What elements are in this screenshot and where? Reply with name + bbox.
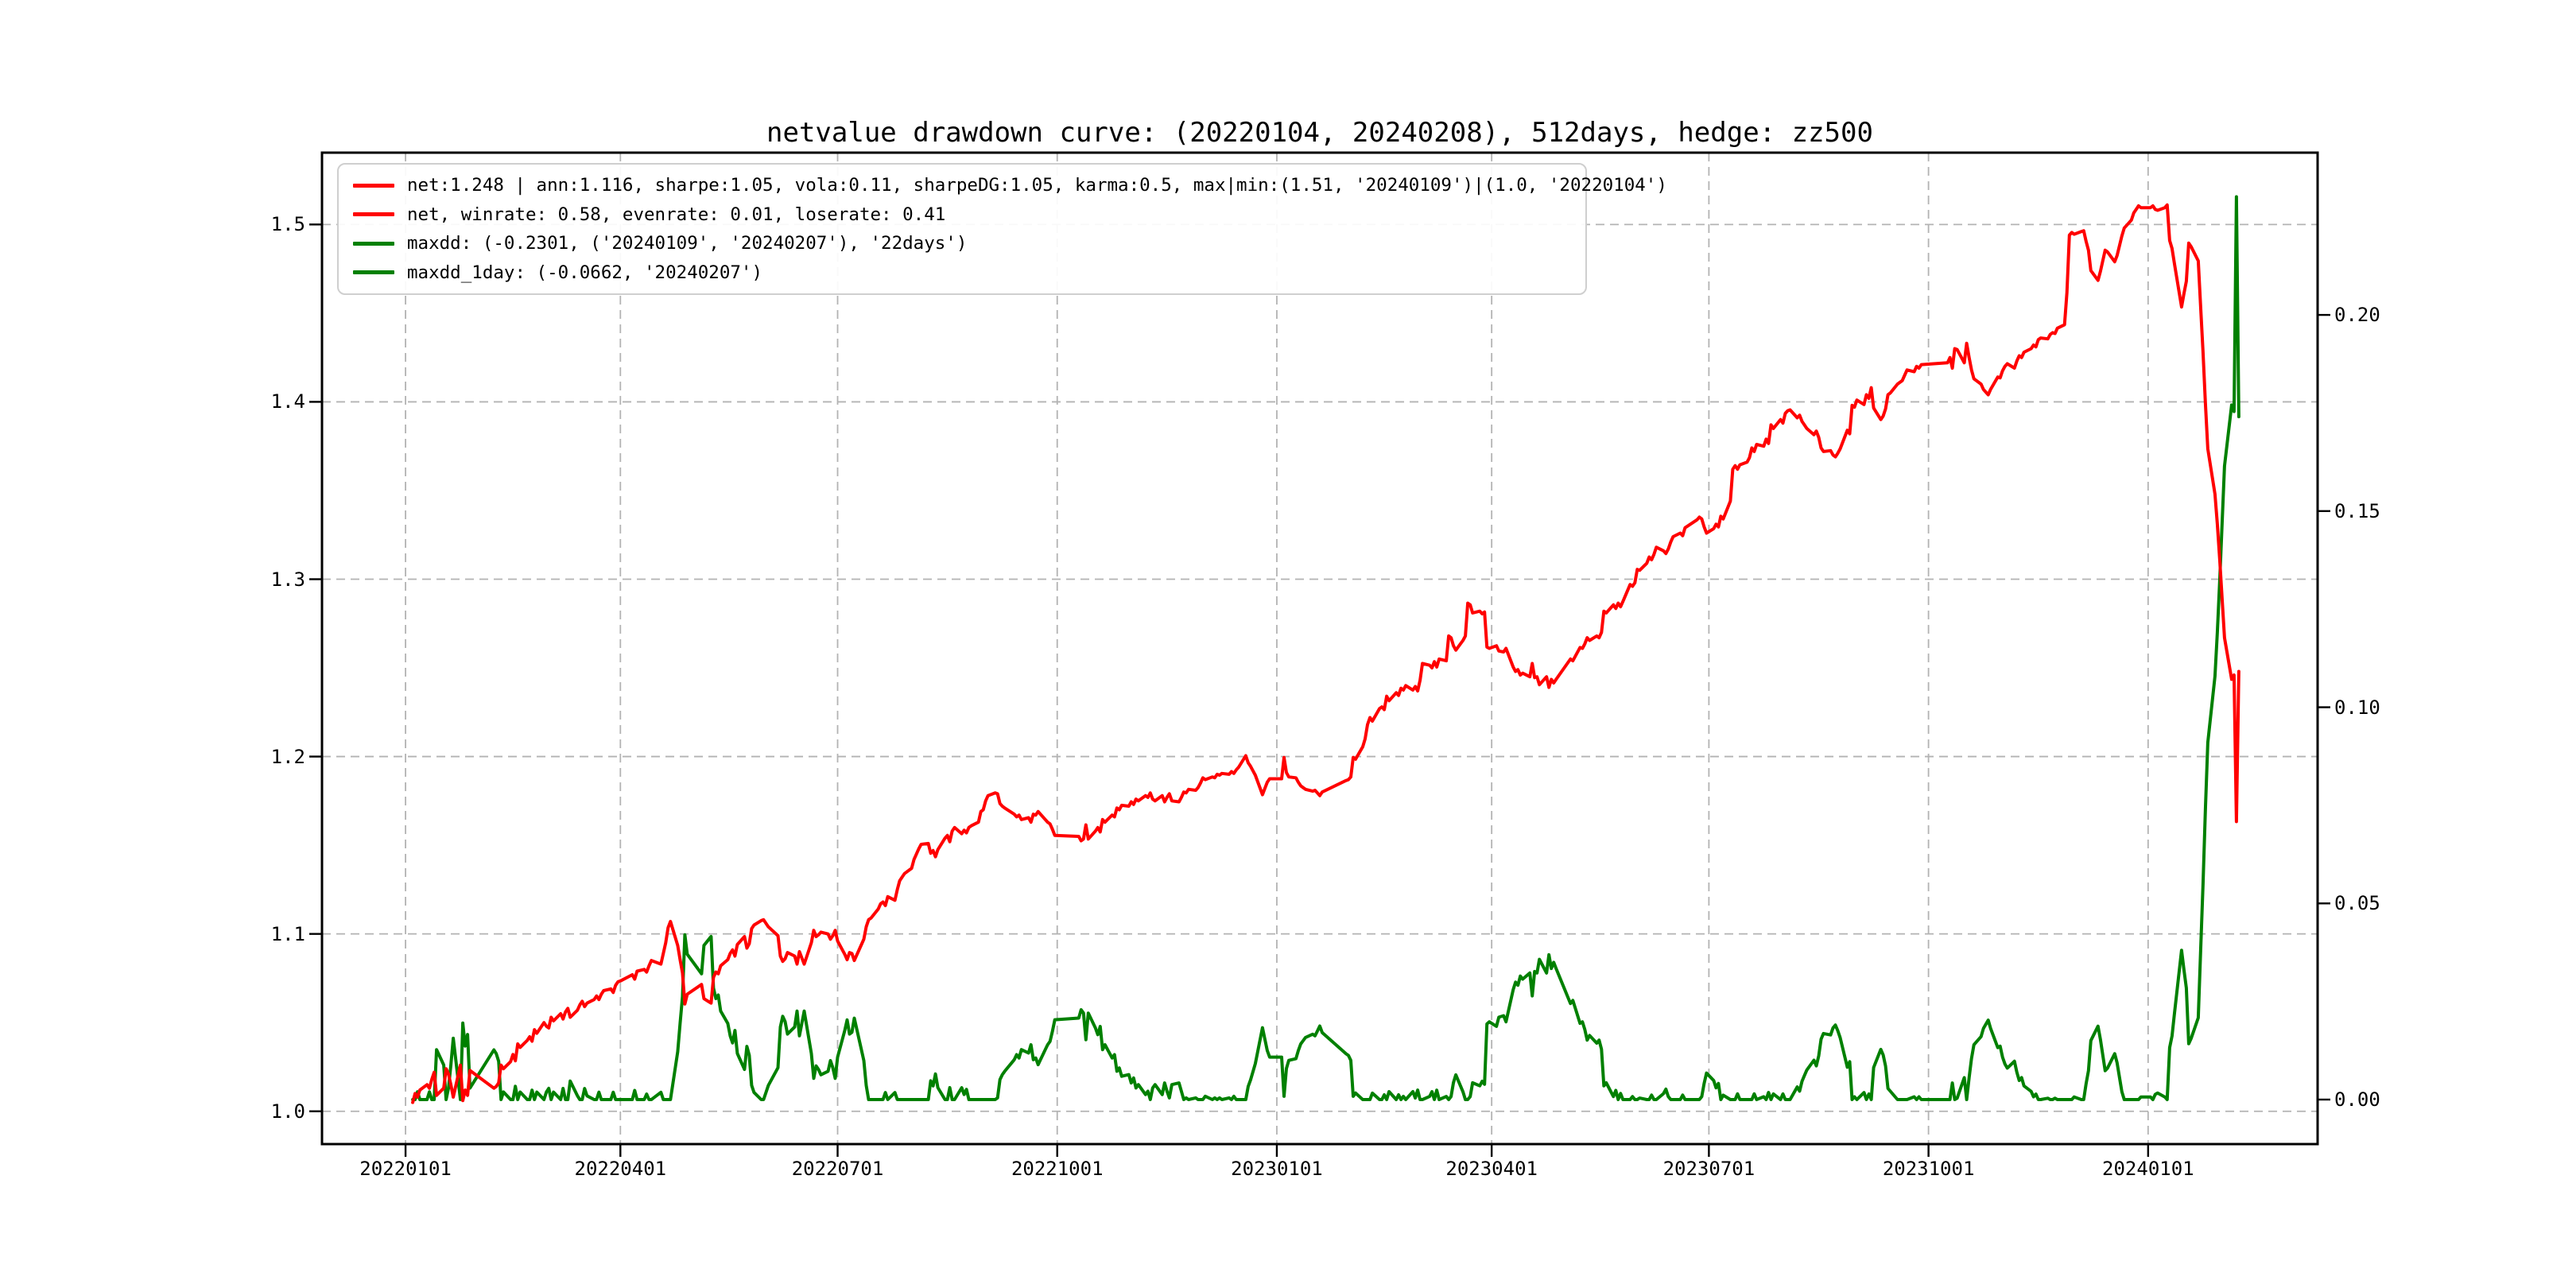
x-axis-tick-label: 20230401	[1445, 1158, 1538, 1180]
y-axis-right-tick-label: 0.15	[2334, 499, 2380, 522]
legend-line-swatch	[353, 241, 394, 246]
x-axis-tick-label: 20230701	[1662, 1158, 1755, 1180]
y-axis-left-tick-label: 1.0	[270, 1100, 305, 1123]
y-axis-right-tick-label: 0.10	[2334, 696, 2380, 719]
legend-box: net:1.248 | ann:1.116, sharpe:1.05, vola…	[337, 163, 1667, 295]
x-axis-tick-label: 20220701	[791, 1158, 884, 1180]
legend-label: maxdd: (-0.2301, ('20240109', '20240207'…	[407, 233, 968, 254]
legend-line-swatch	[353, 183, 394, 188]
y-axis-left-tick-label: 1.4	[270, 390, 305, 413]
drawdown-curve	[411, 195, 2240, 1101]
x-axis-tick-label: 20231001	[1882, 1158, 1975, 1180]
legend-label: net, winrate: 0.58, evenrate: 0.01, lose…	[407, 204, 946, 225]
legend-label: maxdd_1day: (-0.0662, '20240207')	[407, 262, 763, 283]
y-axis-right-tick-label: 0.05	[2334, 892, 2380, 915]
legend-line-swatch	[353, 270, 394, 275]
x-axis-tick-label: 20221001	[1011, 1158, 1104, 1180]
x-axis-tick-label: 20220401	[574, 1158, 667, 1180]
y-axis-left-tick-label: 1.1	[270, 922, 305, 945]
legend-entry: maxdd_1day: (-0.0662, '20240207')	[353, 259, 1577, 286]
legend-entry: maxdd: (-0.2301, ('20240109', '20240207'…	[353, 230, 1577, 257]
y-axis-right-tick-label: 0.00	[2334, 1088, 2380, 1111]
netvalue-curve	[411, 203, 2240, 1104]
legend-line-swatch	[353, 212, 394, 217]
axes-spines	[320, 151, 2319, 1146]
y-axis-left-tick-label: 1.2	[270, 745, 305, 768]
legend-entry: net:1.248 | ann:1.116, sharpe:1.05, vola…	[353, 172, 1667, 199]
x-axis-tick-label: 20240101	[2102, 1158, 2194, 1180]
legend-label: net:1.248 | ann:1.116, sharpe:1.05, vola…	[407, 175, 1667, 196]
y-axis-left-tick-label: 1.3	[270, 568, 305, 591]
x-axis-tick-label: 20220101	[359, 1158, 452, 1180]
y-axis-right-tick-label: 0.20	[2334, 304, 2380, 327]
chart-title: netvalue drawdown curve: (20220104, 2024…	[766, 117, 1873, 149]
x-axis-tick-label: 20230101	[1231, 1158, 1323, 1180]
legend-entry: net, winrate: 0.58, evenrate: 0.01, lose…	[353, 201, 1577, 228]
y-axis-left-tick-label: 1.5	[270, 213, 305, 236]
